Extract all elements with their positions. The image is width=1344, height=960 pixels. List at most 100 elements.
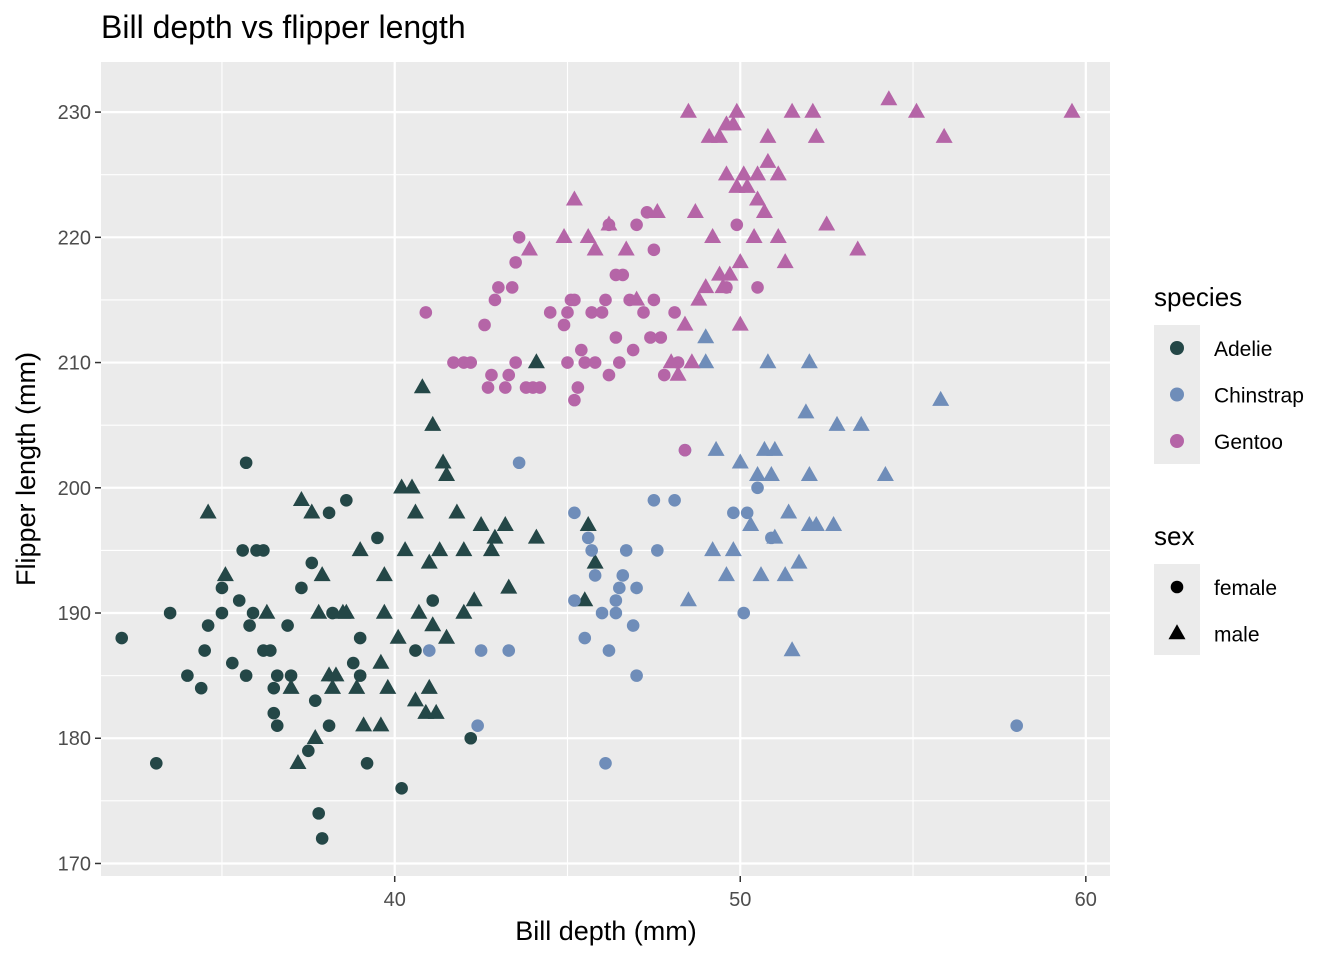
legend-title-species: species: [1154, 282, 1242, 312]
point-gentoo-male: [804, 102, 822, 118]
point-gentoo-male: [731, 253, 749, 269]
point-gentoo-male: [683, 353, 701, 369]
point-chinstrap-male: [797, 403, 815, 419]
point-gentoo-female: [599, 293, 612, 307]
legend-label-gentoo: Gentoo: [1214, 431, 1283, 454]
point-adelie-female: [353, 631, 367, 645]
point-gentoo-female: [571, 381, 585, 394]
point-adelie-female: [215, 606, 229, 620]
point-gentoo-male: [648, 202, 666, 218]
point-gentoo-male: [586, 240, 604, 256]
point-adelie-female: [246, 606, 260, 620]
point-chinstrap-male: [759, 353, 777, 369]
point-gentoo-female: [585, 306, 598, 319]
point-chinstrap-female: [751, 481, 764, 495]
point-chinstrap-female: [740, 506, 754, 520]
point-gentoo-male: [769, 228, 787, 244]
point-adelie-female: [326, 606, 339, 620]
point-gentoo-female: [644, 331, 657, 344]
point-adelie-male: [375, 603, 393, 619]
point-chinstrap-female: [568, 594, 581, 607]
point-adelie-male: [455, 541, 473, 557]
point-gentoo-male: [738, 177, 756, 193]
point-adelie-male: [406, 691, 424, 707]
point-gentoo-female: [512, 231, 526, 244]
point-adelie-male: [424, 415, 442, 431]
point-chinstrap-female: [602, 644, 616, 657]
point-gentoo-female: [561, 356, 574, 369]
point-chinstrap-female: [651, 544, 664, 557]
axis-ticks: 40 50 60 170 180 190 200 210 220 230: [58, 102, 1097, 911]
point-chinstrap-female: [578, 631, 592, 645]
legend-key-male: [1168, 624, 1186, 640]
point-chinstrap-female: [1010, 719, 1024, 733]
point-chinstrap-female: [613, 581, 626, 595]
y-tick-label: 190: [58, 603, 91, 625]
point-adelie-male: [576, 591, 594, 607]
point-gentoo-male: [711, 127, 729, 143]
legend-label-female: female: [1214, 577, 1277, 600]
y-axis-title: Flipper length (mm): [11, 352, 41, 586]
point-adelie-female: [353, 669, 367, 682]
point-gentoo-female: [478, 318, 491, 332]
point-gentoo-female: [588, 356, 602, 369]
point-gentoo-male: [1063, 102, 1081, 118]
point-gentoo-female: [419, 306, 433, 319]
point-gentoo-male: [783, 102, 801, 118]
point-chinstrap-female: [471, 719, 484, 733]
point-adelie-male: [586, 553, 604, 569]
point-gentoo-male: [745, 228, 763, 244]
point-adelie-male: [375, 566, 393, 582]
point-adelie-female: [239, 456, 253, 470]
point-chinstrap-male: [776, 566, 794, 582]
point-chinstrap-male: [800, 465, 818, 481]
point-chinstrap-male: [790, 553, 808, 569]
point-chinstrap-female: [595, 606, 609, 620]
point-gentoo-female: [509, 356, 522, 369]
point-adelie-female: [194, 681, 208, 695]
point-gentoo-female: [502, 368, 516, 382]
point-chinstrap-male: [762, 465, 780, 481]
point-adelie-female: [232, 594, 246, 607]
point-chinstrap-male: [704, 541, 722, 557]
point-adelie-female: [257, 544, 270, 557]
point-adelie-male: [324, 678, 342, 694]
point-adelie-male: [258, 603, 276, 619]
legend-key-chinstrap: [1170, 387, 1184, 402]
point-gentoo-male: [759, 127, 777, 143]
point-chinstrap-male: [780, 503, 798, 519]
point-adelie-female: [115, 631, 129, 645]
point-adelie-male: [496, 516, 514, 532]
point-chinstrap-female: [609, 594, 623, 607]
point-adelie-female: [270, 719, 284, 733]
point-adelie-female: [236, 544, 249, 557]
point-chinstrap-female: [512, 456, 526, 470]
point-chinstrap-male: [852, 415, 870, 431]
point-adelie-female: [201, 619, 215, 632]
point-adelie-male: [438, 465, 456, 481]
point-gentoo-female: [498, 381, 512, 394]
point-gentoo-female: [568, 393, 581, 407]
point-chinstrap-male: [800, 516, 818, 532]
point-adelie-male: [327, 666, 345, 682]
point-gentoo-female: [481, 381, 495, 394]
point-adelie-male: [310, 603, 328, 619]
y-tick-label: 230: [58, 102, 91, 124]
x-axis-title: Bill depth (mm): [515, 916, 697, 946]
point-chinstrap-male: [731, 453, 749, 469]
point-gentoo-male: [721, 265, 739, 281]
point-gentoo-female: [613, 356, 626, 369]
legend-key-bg-sex: [1154, 564, 1200, 655]
point-adelie-female: [308, 694, 322, 707]
point-chinstrap-male: [679, 591, 697, 607]
point-adelie-female: [239, 669, 253, 682]
point-gentoo-male: [749, 190, 767, 206]
point-gentoo-male: [907, 102, 925, 118]
point-chinstrap-female: [581, 531, 595, 545]
point-adelie-male: [486, 528, 504, 544]
point-chinstrap-female: [737, 606, 751, 620]
point-gentoo-male: [662, 353, 680, 369]
point-gentoo-female: [464, 356, 478, 369]
point-chinstrap-male: [697, 353, 715, 369]
